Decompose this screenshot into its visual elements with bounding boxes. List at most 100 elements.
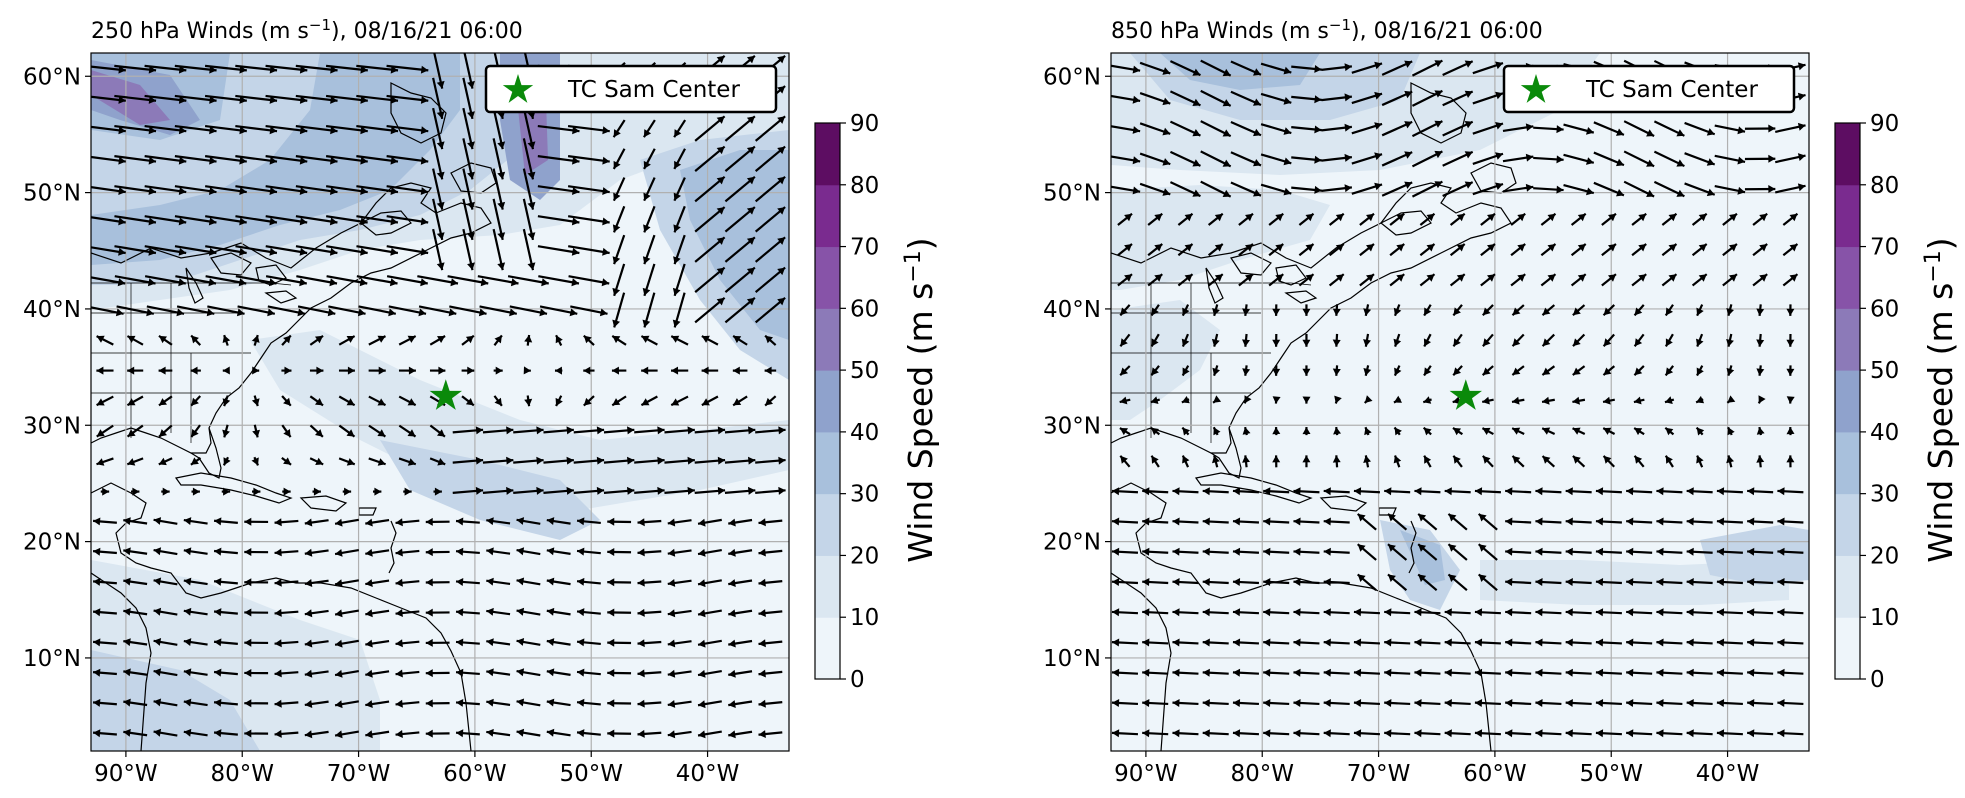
wind-arrow: [567, 215, 610, 226]
wind-arrow: [1211, 333, 1220, 347]
wind-arrow: [1595, 608, 1622, 617]
wind-arrow: [754, 175, 786, 203]
wind-arrow: [1419, 212, 1436, 226]
wind-arrow: [252, 424, 260, 438]
colorbar-segment: [1835, 431, 1860, 495]
wind-arrow: [1202, 668, 1229, 677]
colorbar-tick-label: 90: [1870, 111, 1899, 137]
longitude-tick-label: 60°W: [1463, 761, 1527, 787]
wind-arrow: [295, 185, 338, 195]
wind-arrow: [1744, 185, 1776, 193]
wind-arrow: [338, 395, 356, 407]
wind-arrow: [1232, 578, 1259, 586]
wind-arrow: [1332, 333, 1341, 347]
wind-arrow: [1722, 212, 1738, 226]
wind-arrow: [1242, 304, 1251, 316]
wind-arrow: [1631, 212, 1647, 226]
wind-arrow: [667, 609, 692, 618]
wind-arrow: [573, 456, 605, 465]
wind-arrow: [463, 53, 475, 89]
wind-arrow: [1181, 304, 1190, 317]
wind-arrow: [1298, 273, 1315, 287]
wind-arrow: [1351, 91, 1383, 105]
wind-arrow: [612, 234, 626, 265]
wind-arrow: [244, 638, 269, 647]
wind-arrow: [237, 305, 276, 317]
wind-arrow: [1449, 212, 1466, 226]
wind-arrow: [612, 292, 626, 328]
wind-arrow: [1777, 578, 1804, 586]
wind-arrow: [667, 518, 692, 527]
wind-arrow: [758, 669, 783, 678]
wind-arrow: [543, 486, 574, 495]
wind-arrow: [543, 426, 574, 435]
wind-arrow: [1207, 273, 1224, 287]
colorbar-label: Wind Speed (m s−1): [1921, 237, 1960, 562]
wind-arrow: [205, 215, 247, 226]
colorbar: 0 10 20 30 40 50 60 70 80 90: [814, 111, 879, 693]
wind-arrow: [694, 486, 726, 495]
wind-arrow: [326, 245, 368, 256]
wind-arrow: [1172, 578, 1199, 586]
wind-arrow: [395, 609, 420, 617]
wind-arrow: [1181, 426, 1190, 436]
wind-arrow: [1696, 365, 1704, 377]
wind-arrow: [672, 263, 686, 297]
wind-arrow: [1656, 608, 1683, 617]
wind-arrow: [583, 395, 595, 407]
wind-arrow: [1602, 365, 1616, 376]
wind-arrow: [365, 639, 390, 648]
wind-arrow: [724, 175, 756, 203]
wind-arrow: [1695, 395, 1705, 404]
wind-arrow: [455, 608, 480, 617]
wind-arrow: [1716, 729, 1743, 738]
wind-arrow: [607, 608, 632, 617]
wind-arrow: [539, 305, 578, 317]
wind-arrow: [486, 607, 511, 616]
wind-arrow: [1384, 699, 1411, 707]
wind-arrow: [1302, 427, 1311, 436]
wind-arrow: [513, 486, 544, 495]
wind-arrow: [213, 547, 238, 556]
latitude-tick-label: 40°N: [1043, 297, 1101, 323]
wind-arrow: [1595, 547, 1622, 556]
wind-arrow: [1505, 547, 1532, 556]
wind-arrow: [338, 335, 356, 346]
wind-arrow: [697, 639, 722, 648]
wind-arrow: [1260, 183, 1292, 196]
wind-arrow: [174, 185, 217, 195]
wind-arrow: [342, 487, 352, 496]
wind-arrow: [603, 486, 635, 495]
wind-arrow: [388, 305, 427, 317]
wind-arrow: [1510, 212, 1526, 226]
wind-arrow: [1623, 150, 1655, 168]
wind-arrow: [1664, 455, 1674, 468]
wind-arrow: [221, 487, 231, 496]
wind-arrow: [1656, 547, 1683, 556]
wind-arrow: [1452, 365, 1463, 377]
wind-arrow: [461, 395, 475, 407]
wind-arrow: [576, 517, 601, 526]
wind-arrow: [1502, 183, 1534, 193]
colorbar-segment: [815, 184, 840, 248]
colorbar-tick-label: 60: [1870, 296, 1899, 322]
colorbar-tick-label: 0: [1870, 667, 1885, 693]
wind-arrow: [1756, 304, 1765, 316]
wind-arrow: [1782, 243, 1799, 257]
wind-arrow: [1353, 608, 1380, 617]
wind-arrow: [755, 456, 786, 465]
latitude-tick-label: 40°N: [23, 297, 81, 323]
wind-arrow: [1393, 304, 1402, 317]
wind-arrow: [567, 155, 610, 165]
colorbar-segment: [1835, 184, 1860, 248]
wind-arrow: [1111, 547, 1139, 556]
wind-arrow: [1142, 487, 1169, 496]
longitude-tick-label: 90°W: [1114, 761, 1178, 787]
wind-arrow: [1393, 333, 1402, 347]
wind-arrow: [1291, 125, 1322, 134]
wind-arrow: [607, 578, 632, 587]
wind-arrow: [516, 668, 541, 677]
wind-arrow: [1422, 396, 1432, 404]
wind-arrow: [1444, 638, 1471, 647]
wind-arrow: [1323, 729, 1350, 738]
